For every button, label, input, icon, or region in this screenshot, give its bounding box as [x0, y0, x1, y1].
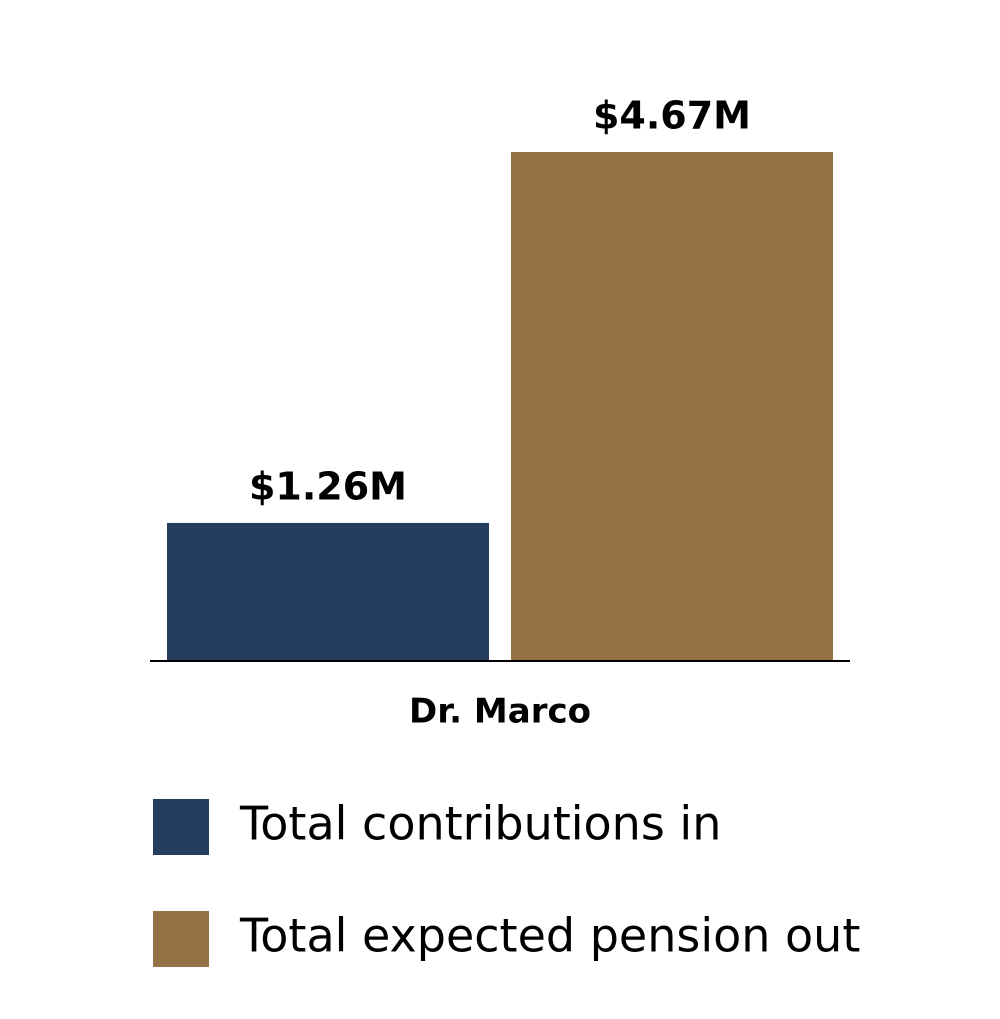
- legend-label: Total contributions in: [239, 797, 721, 851]
- legend-label: Total expected pension out: [239, 909, 860, 963]
- bar: [167, 522, 489, 660]
- value-label: $1.26M: [249, 464, 407, 508]
- x-tick-label: Dr. Marco: [409, 692, 591, 732]
- legend-swatch: [153, 911, 209, 967]
- legend-swatch: [153, 799, 209, 855]
- value-label: $4.67M: [593, 94, 751, 138]
- bar: [511, 152, 833, 660]
